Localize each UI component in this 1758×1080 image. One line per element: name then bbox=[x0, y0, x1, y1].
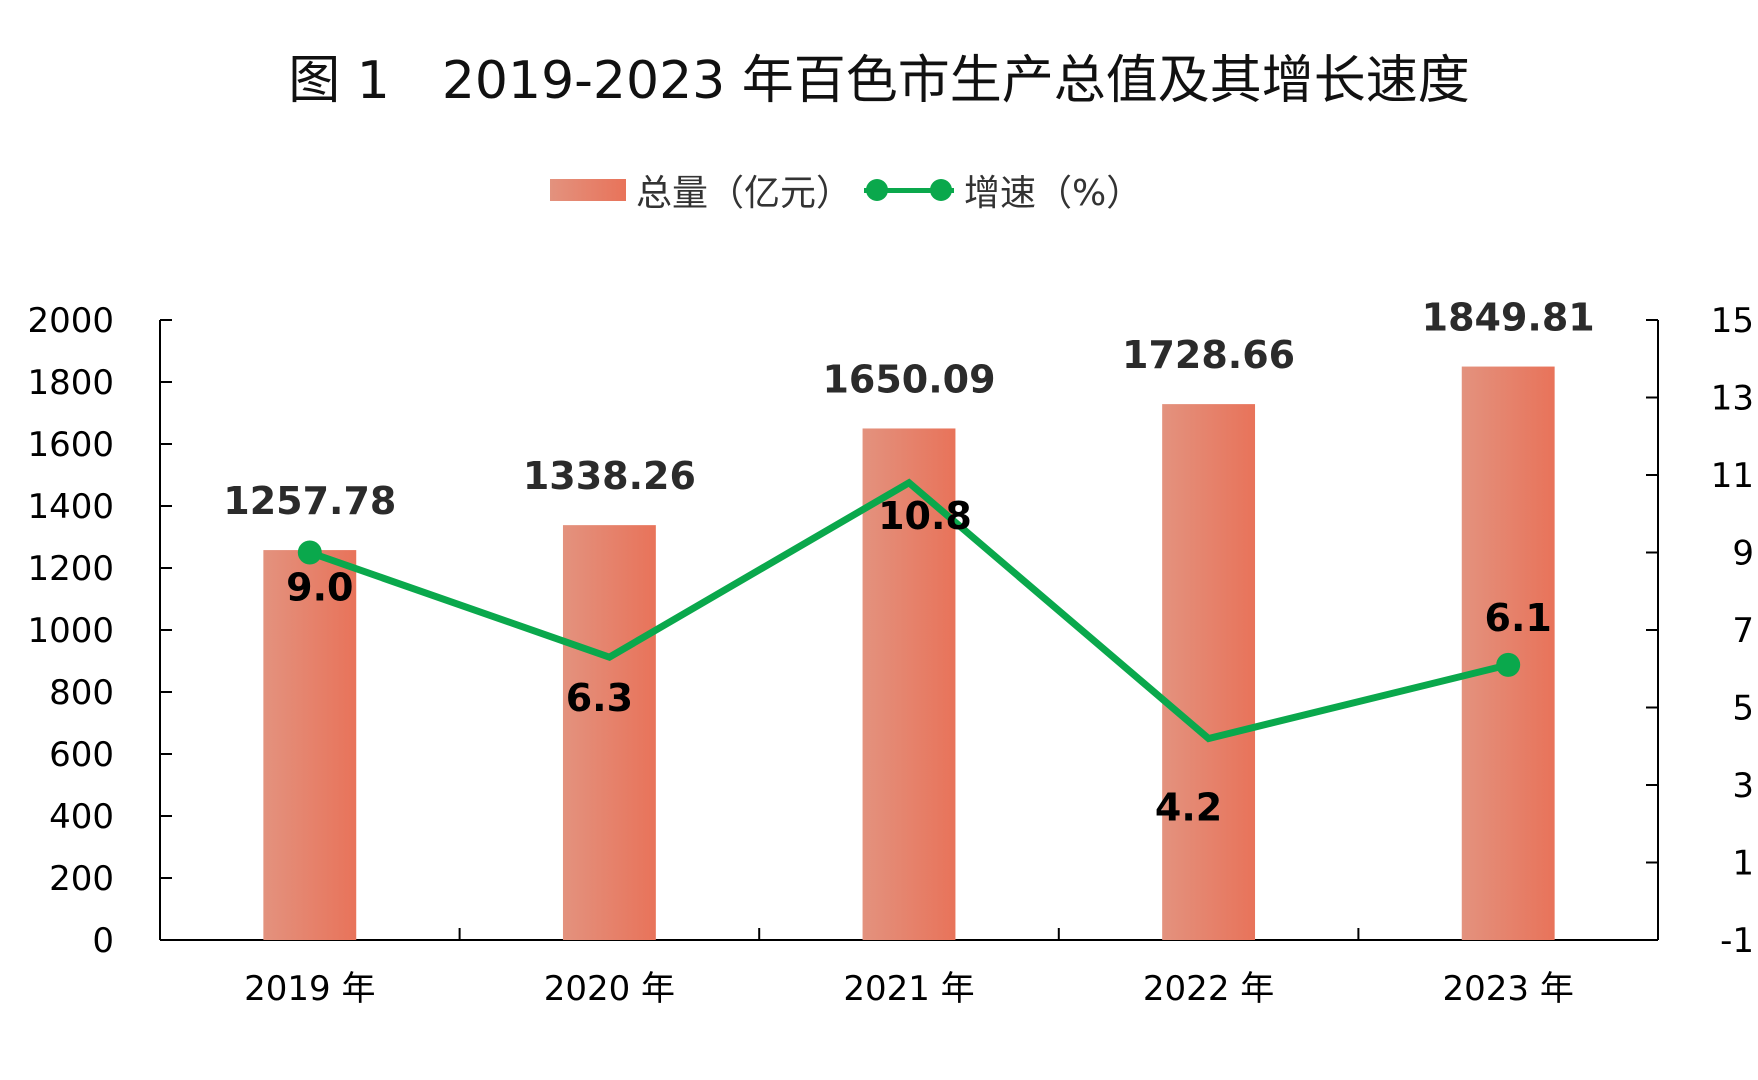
right-tick-label: 9 bbox=[1732, 534, 1754, 574]
legend: 总量（亿元） 增速（%） bbox=[550, 160, 1142, 220]
left-tick-label: 1200 bbox=[27, 549, 114, 589]
right-tick-label: 15 bbox=[1711, 301, 1754, 341]
x-tick-label: 2019 年 bbox=[244, 969, 375, 1009]
right-tick-label: 13 bbox=[1711, 379, 1754, 419]
bar-data-label: 1650.09 bbox=[822, 357, 995, 401]
x-tick-label: 2020 年 bbox=[544, 969, 675, 1009]
bar-data-label: 1728.66 bbox=[1122, 333, 1295, 377]
left-tick-label: 1600 bbox=[27, 425, 114, 465]
left-tick-label: 400 bbox=[49, 797, 114, 837]
chart-title: 图 1 2019-2023 年百色市生产总值及其增长速度 bbox=[288, 51, 1470, 111]
bar bbox=[562, 525, 656, 940]
bar-data-label: 1849.81 bbox=[1422, 296, 1595, 340]
legend-label-growth: 增速（%） bbox=[964, 173, 1143, 214]
bar bbox=[1162, 404, 1256, 941]
growth-data-label: 6.1 bbox=[1485, 596, 1552, 640]
bar-data-label: 1338.26 bbox=[523, 454, 696, 498]
bar-data-label: 1257.78 bbox=[223, 479, 396, 523]
bar bbox=[263, 550, 357, 940]
growth-data-label: 10.8 bbox=[878, 494, 972, 538]
left-tick-label: 600 bbox=[49, 735, 114, 775]
legend-label-total: 总量（亿元） bbox=[636, 173, 853, 214]
left-tick-label: 1000 bbox=[27, 611, 114, 651]
left-tick-label: 0 bbox=[92, 921, 114, 961]
legend-swatch-growth bbox=[864, 177, 955, 203]
right-tick-label: 3 bbox=[1732, 766, 1754, 806]
right-tick-label: 1 bbox=[1732, 844, 1754, 884]
x-tick-label: 2023 年 bbox=[1443, 969, 1574, 1009]
x-tick-label: 2022 年 bbox=[1143, 969, 1274, 1009]
growth-data-label: 9.0 bbox=[286, 566, 353, 610]
left-tick-label: 2000 bbox=[27, 301, 114, 341]
growth-data-label: 6.3 bbox=[566, 676, 633, 720]
left-tick-label: 1400 bbox=[27, 487, 114, 527]
left-tick-label: 1800 bbox=[27, 363, 114, 403]
growth-line bbox=[308, 478, 1510, 743]
growth-marker bbox=[1496, 652, 1521, 677]
growth-marker bbox=[297, 540, 322, 565]
x-tick-label: 2021 年 bbox=[843, 969, 974, 1009]
right-tick-label: 11 bbox=[1711, 456, 1754, 496]
legend-swatch-total bbox=[550, 179, 626, 201]
right-tick-label: -1 bbox=[1720, 921, 1754, 961]
right-tick-label: 7 bbox=[1732, 611, 1754, 651]
left-tick-label: 200 bbox=[49, 859, 114, 899]
left-tick-label: 800 bbox=[49, 673, 114, 713]
right-tick-label: 5 bbox=[1732, 689, 1754, 729]
growth-data-label: 4.2 bbox=[1155, 786, 1222, 830]
